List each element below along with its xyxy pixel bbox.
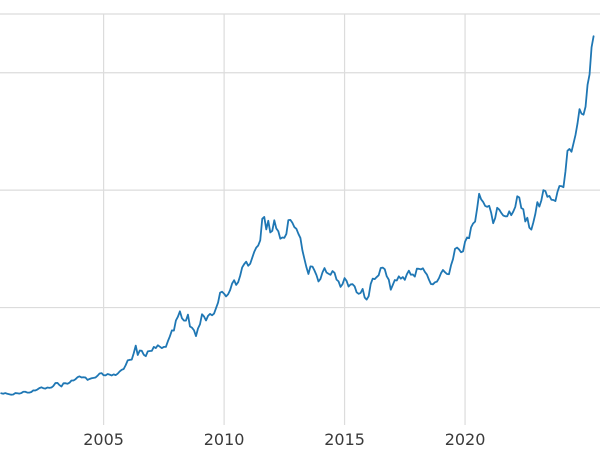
x-axis-tick-label: 2005 (83, 430, 124, 449)
x-axis-tick-label: 2015 (324, 430, 365, 449)
x-axis-tick-label: 2020 (445, 430, 486, 449)
price-series-line (0, 35, 595, 396)
x-axis-tick-label: 2010 (204, 430, 245, 449)
